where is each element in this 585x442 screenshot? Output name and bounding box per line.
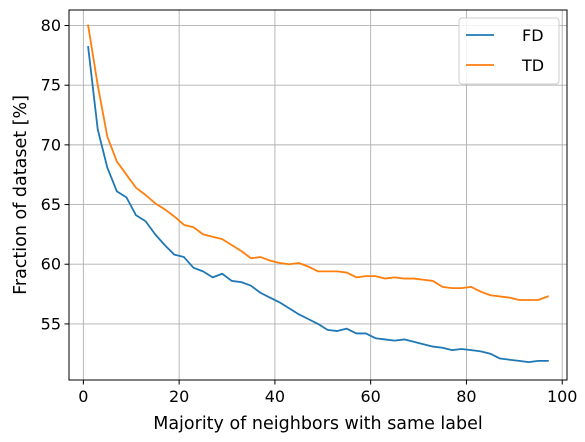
series-line-td: [87, 24, 550, 301]
tick-labels: 0 20 40 60 80 100 55 60 65 70 75 80: [41, 16, 578, 406]
y-tick-label: 75: [41, 76, 61, 95]
legend-label-td: TD: [521, 56, 544, 75]
legend-label-fd: FD: [522, 26, 544, 45]
x-tick-label: 80: [456, 387, 476, 406]
x-tick-label: 40: [265, 387, 285, 406]
y-tick-label: 55: [41, 314, 61, 333]
x-tick-label: 100: [547, 387, 578, 406]
y-tick-label: 80: [41, 16, 61, 35]
series-line-fd: [87, 46, 549, 364]
y-tick-label: 60: [41, 255, 61, 274]
tick-marks: [64, 25, 563, 385]
y-tick-label: 65: [41, 195, 61, 214]
x-tick-label: 20: [169, 387, 189, 406]
x-tick-label: 0: [78, 387, 88, 406]
legend: FD TD: [458, 17, 560, 85]
grid: [69, 10, 567, 380]
y-axis-label: Fraction of dataset [%]: [11, 95, 31, 295]
y-tick-label: 70: [41, 135, 61, 154]
plot-frame: [68, 9, 568, 381]
x-tick-label: 60: [360, 387, 380, 406]
series-lines: [87, 24, 550, 364]
x-axis-label: Majority of neighbors with same label: [153, 414, 483, 434]
